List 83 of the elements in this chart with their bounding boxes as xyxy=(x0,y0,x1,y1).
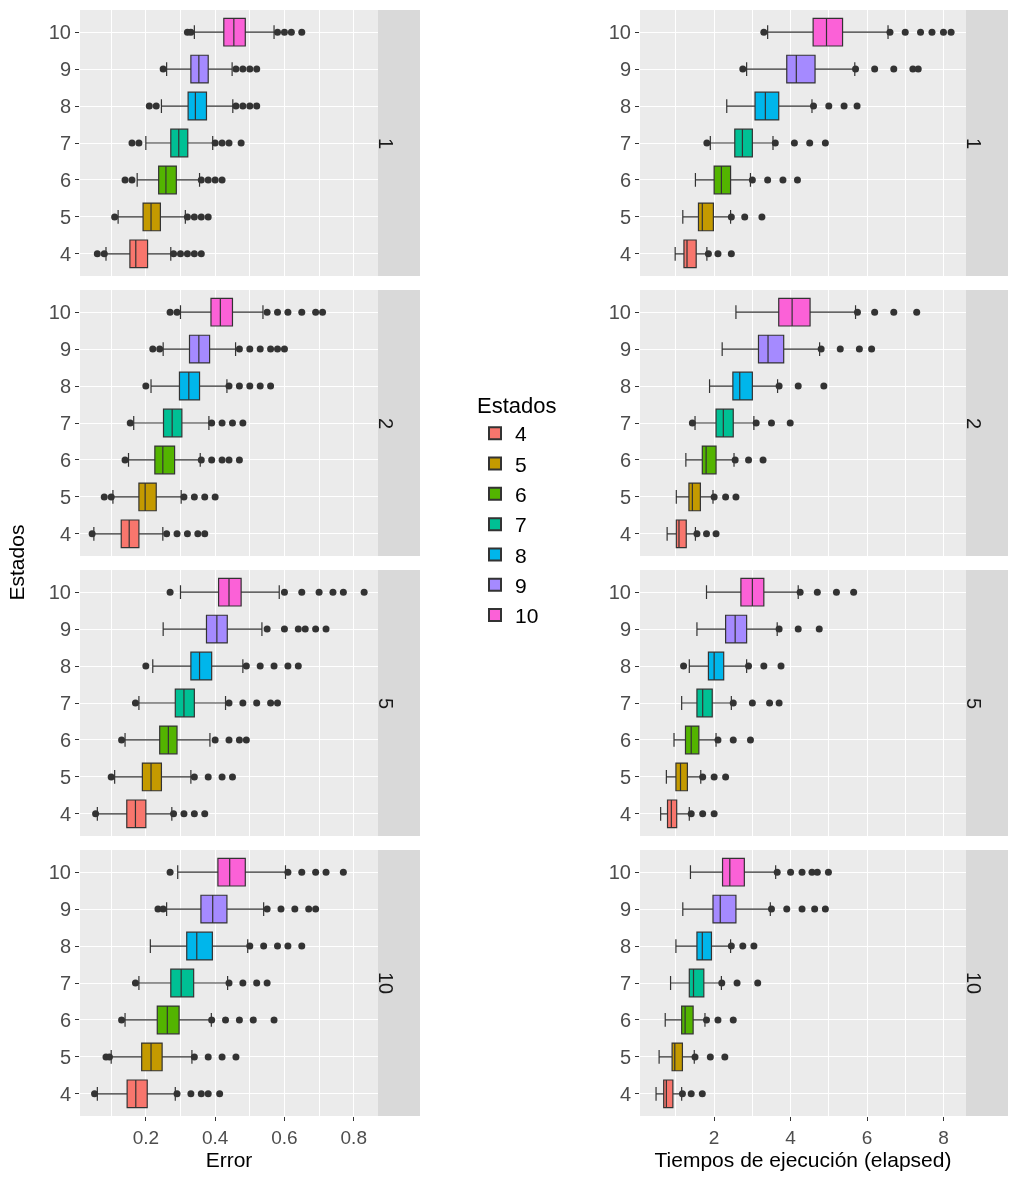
x-tick-label: 0.4 xyxy=(201,1126,229,1148)
x-tick-label: 0.2 xyxy=(132,1126,160,1148)
y-tick-label: 6 xyxy=(59,1008,71,1031)
y-tick-label: 10 xyxy=(48,581,71,604)
y-tick-label: 9 xyxy=(59,58,71,81)
y-tick-label: 10 xyxy=(48,301,71,324)
y-tick-label: 7 xyxy=(59,412,71,434)
y-tick-label: 6 xyxy=(59,728,71,751)
y-tick-label: 8 xyxy=(619,375,631,398)
y-tick-label: 9 xyxy=(619,898,631,921)
text: 10 xyxy=(963,972,985,995)
text: 1 xyxy=(375,138,397,150)
y-tick-label: 6 xyxy=(619,168,631,191)
y-tick-label: 5 xyxy=(619,205,631,228)
y-tick-label: 5 xyxy=(59,485,71,508)
text: 10 xyxy=(375,972,397,995)
y-tick-label: 10 xyxy=(608,301,631,324)
y-axis-title: Estados xyxy=(4,524,28,601)
y-tick-label: 4 xyxy=(619,522,631,545)
y-tick-label: 8 xyxy=(59,95,71,118)
y-tick-label: 4 xyxy=(619,1082,631,1105)
y-tick-label: 5 xyxy=(619,1045,631,1068)
y-tick-label: 8 xyxy=(59,935,71,958)
y-tick-label: 5 xyxy=(59,1045,71,1068)
y-tick-label: 9 xyxy=(59,898,71,921)
y-tick-label: 8 xyxy=(619,935,631,958)
legend-label: 7 xyxy=(515,513,527,537)
y-tick-label: 6 xyxy=(59,448,71,471)
y-tick-label: 7 xyxy=(59,972,71,994)
text: 1 xyxy=(963,138,985,150)
y-tick-label: 9 xyxy=(619,58,631,81)
y-tick-label: 7 xyxy=(619,132,631,154)
y-tick-label: 4 xyxy=(59,242,71,265)
legend-label: 9 xyxy=(515,573,527,597)
y-tick-label: 8 xyxy=(619,655,631,678)
text: 5 xyxy=(963,698,985,710)
y-tick-label: 9 xyxy=(59,618,71,641)
legend-label: 6 xyxy=(515,483,527,507)
y-tick-label: 10 xyxy=(608,861,631,884)
y-tick-label: 9 xyxy=(619,338,631,361)
y-tick-label: 10 xyxy=(608,581,631,604)
x-tick-label: 8 xyxy=(938,1126,949,1148)
text: 5 xyxy=(375,698,397,710)
y-tick-label: 9 xyxy=(619,618,631,641)
x-tick-label: 0.6 xyxy=(271,1126,298,1148)
legend-label: 5 xyxy=(515,452,527,476)
y-tick-label: 7 xyxy=(59,692,71,714)
y-tick-label: 6 xyxy=(619,728,631,751)
x-tick-label: 4 xyxy=(785,1126,797,1148)
y-tick-label: 10 xyxy=(48,21,71,44)
x-tick-label: 2 xyxy=(708,1126,720,1148)
x-axis-title: Error xyxy=(205,1147,253,1171)
y-tick-label: 7 xyxy=(59,132,71,154)
y-tick-label: 5 xyxy=(619,765,631,788)
y-tick-label: 6 xyxy=(619,448,631,471)
legend-title: Estados xyxy=(477,393,557,419)
y-tick-label: 4 xyxy=(619,242,631,265)
y-tick-label: 5 xyxy=(59,205,71,228)
y-tick-label: 6 xyxy=(59,168,71,191)
legend-label: 4 xyxy=(515,422,527,446)
legend-label: 10 xyxy=(515,604,539,628)
y-tick-label: 4 xyxy=(59,1082,71,1105)
y-tick-label: 9 xyxy=(59,338,71,361)
legend-label: 8 xyxy=(515,543,527,567)
y-tick-label: 8 xyxy=(59,375,71,398)
text: 2 xyxy=(963,418,985,430)
y-tick-label: 8 xyxy=(619,95,631,118)
y-tick-label: 7 xyxy=(619,692,631,714)
x-tick-label: 6 xyxy=(861,1126,873,1148)
y-tick-label: 4 xyxy=(619,802,631,825)
y-tick-label: 7 xyxy=(619,972,631,994)
y-tick-label: 6 xyxy=(619,1008,631,1031)
text: 2 xyxy=(375,418,397,430)
y-tick-label: 10 xyxy=(48,861,71,884)
y-tick-label: 4 xyxy=(59,522,71,545)
y-tick-label: 8 xyxy=(59,655,71,678)
y-tick-label: 10 xyxy=(608,21,631,44)
x-axis-title: Tiempos de ejecución (elapsed) xyxy=(654,1147,952,1171)
y-tick-label: 5 xyxy=(59,765,71,788)
x-tick-label: 0.8 xyxy=(340,1126,367,1148)
y-tick-label: 5 xyxy=(619,485,631,508)
y-tick-label: 7 xyxy=(619,412,631,434)
y-tick-label: 4 xyxy=(59,802,71,825)
